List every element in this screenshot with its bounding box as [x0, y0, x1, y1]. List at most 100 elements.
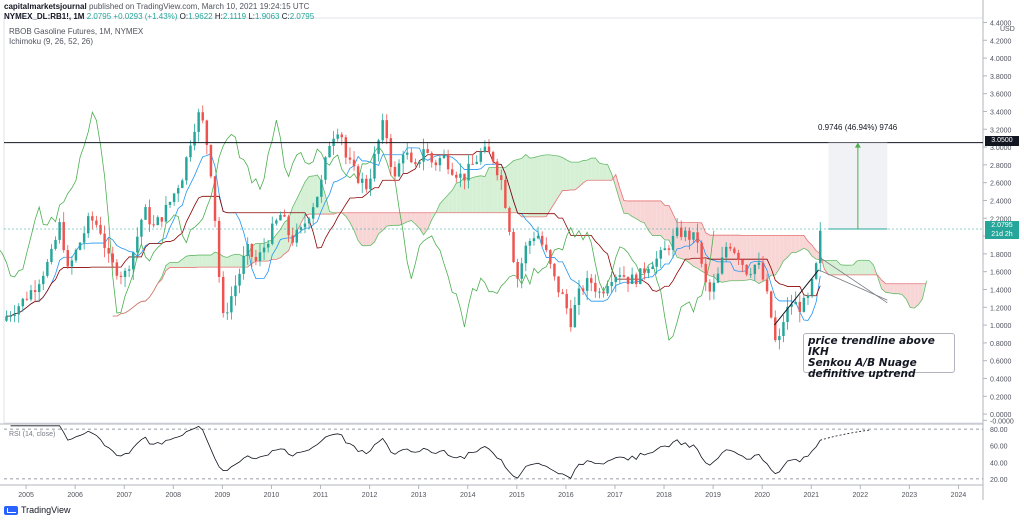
x-tick-label: 2005 [18, 492, 34, 499]
low-label: L: [248, 12, 256, 21]
kumo-segment [652, 200, 657, 236]
y-tick-label: 3.0000 [990, 145, 1012, 152]
candle-body [753, 264, 757, 275]
candle-body [675, 227, 679, 236]
candle-body [156, 217, 159, 226]
candle-body [491, 152, 495, 162]
symbol-name[interactable]: NYMEX_DL:RB1!, 1M [4, 12, 85, 21]
candle-body [778, 336, 781, 341]
candle-body [651, 266, 654, 269]
kumo-segment [893, 283, 898, 294]
open-label: O: [179, 12, 189, 21]
kumo-segment [554, 155, 559, 204]
kumo-segment [779, 235, 784, 269]
kumo-segment [198, 255, 203, 268]
candle-body [647, 268, 650, 274]
close-label: C: [281, 12, 290, 21]
candle-body [545, 244, 548, 251]
candle-body [814, 263, 818, 279]
candle-body [295, 229, 299, 243]
kumo-segment [660, 200, 665, 241]
kumo-segment [775, 235, 780, 276]
kumo-segment [615, 174, 620, 201]
y-tick-label: 1.8000 [990, 252, 1012, 259]
candle-body [373, 153, 376, 179]
candle-body [54, 239, 57, 249]
x-tick-label: 2020 [754, 492, 770, 499]
candle-body [275, 220, 278, 224]
y-tick-label: 3.8000 [990, 74, 1012, 81]
candle-body [328, 145, 331, 158]
series-legend[interactable]: RBOB Gasoline Futures, 1M, NYMEX [9, 27, 144, 36]
kumo-segment [390, 212, 395, 226]
candle-body [136, 236, 139, 253]
indicator-legend[interactable]: Ichimoku (9, 26, 52, 26) [9, 37, 94, 46]
kumo-segment [525, 154, 530, 217]
kumo-segment [885, 283, 890, 293]
candle-body [741, 259, 744, 265]
candle-body [528, 240, 532, 246]
kumo-segment [648, 200, 653, 236]
kumo-segment [202, 255, 207, 268]
kumo-segment [619, 188, 624, 214]
candle-body [209, 144, 213, 177]
x-tick-label: 2009 [215, 492, 231, 499]
y-tick-label: 1.4000 [990, 287, 1012, 294]
candle-body [639, 268, 642, 285]
candle-body [250, 243, 254, 257]
annotation-callout[interactable]: price trendline above IKH Senkou A/B Nua… [803, 333, 955, 380]
x-tick-label: 2007 [116, 492, 132, 499]
candle-body [745, 264, 748, 275]
kumo-segment [828, 260, 833, 275]
kumo-segment [812, 245, 817, 260]
candle-body [365, 178, 368, 190]
rsi-pane: 80.00 60.00 40.00 20.00 [0, 423, 1008, 484]
last-price-tag: 2.0795 21d 2h [985, 221, 1019, 239]
publish-info: capitalmarketsjournal published on Tradi… [4, 2, 309, 11]
candle-body [434, 162, 438, 166]
kumo-segment [906, 283, 911, 308]
candle-body [176, 188, 180, 194]
candle-body [520, 263, 523, 279]
candle-body [37, 284, 41, 293]
candle-body [62, 222, 65, 251]
kumo-segment [419, 212, 424, 235]
candle-body [643, 268, 646, 274]
candle-body [9, 315, 12, 317]
candle-body [299, 227, 303, 230]
candle-body [573, 304, 577, 328]
footer-brand[interactable]: TradingView [4, 505, 71, 515]
kumo-segment [628, 200, 633, 217]
publisher-name[interactable]: capitalmarketsjournal [4, 2, 87, 11]
candle-body [504, 180, 507, 208]
candle-body [819, 230, 822, 264]
kumo-segment [472, 176, 477, 213]
kumo-segment [206, 255, 211, 268]
candle-body [189, 145, 192, 158]
kumo-segment [550, 154, 555, 210]
kumo-segment [464, 176, 469, 213]
candle-body [479, 151, 483, 162]
candle-body [720, 257, 724, 274]
kumo-segment [570, 162, 575, 190]
candle-body [667, 248, 671, 250]
candle-body [524, 245, 528, 264]
kumo-segment [738, 235, 743, 281]
kumo-segment [918, 283, 923, 305]
candle-body [107, 248, 110, 254]
rsi-legend[interactable]: RSI (14, close) [9, 431, 56, 438]
candle-body [798, 301, 802, 312]
candle-body [74, 249, 78, 261]
candle-body [430, 152, 433, 163]
candle-body [459, 173, 462, 178]
y-tick-label: 0.0000 [990, 412, 1012, 419]
candle-body [622, 275, 626, 277]
kumo-segment [427, 212, 432, 230]
kumo-segment [640, 200, 645, 223]
candle-body [794, 301, 797, 305]
kumo-segment [546, 154, 551, 217]
candle-body [152, 224, 155, 226]
kumo-segment [448, 190, 453, 213]
tradingview-logo-icon [4, 505, 18, 515]
